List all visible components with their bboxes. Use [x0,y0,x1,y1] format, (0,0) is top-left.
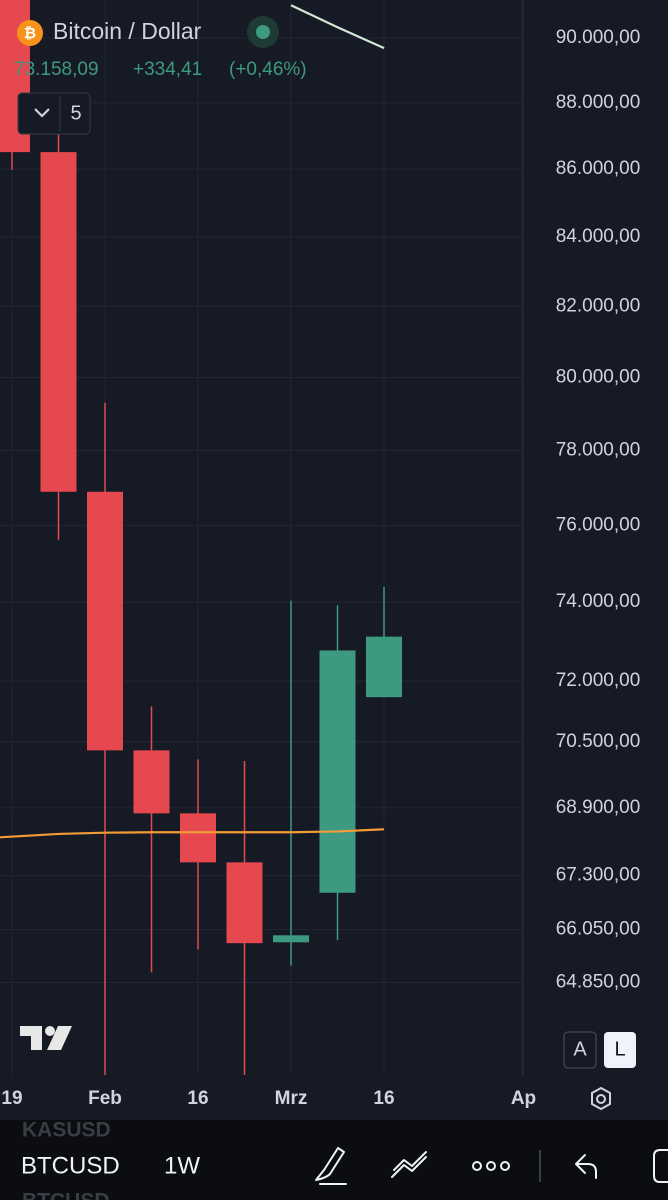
time-axis: 19 Feb 16 Mrz 16 Ap [1,1088,536,1109]
y-tick-label: 70.500,00 [556,731,641,752]
y-tick-label: 82.000,00 [556,295,641,316]
y-tick-label: 80.000,00 [556,367,641,388]
tradingview-logo [20,1026,72,1050]
symbol-name[interactable]: Bitcoin / Dollar [53,18,202,44]
x-tick-label: 19 [1,1088,22,1109]
auto-scale-label: A [573,1038,587,1060]
undo-icon[interactable] [575,1154,597,1179]
trend-tool-icon[interactable] [391,1151,427,1178]
y-tick-label: 68.900,00 [556,797,641,818]
drawing-tool-icon[interactable] [315,1147,347,1185]
indicator-line [290,4,385,50]
market-status-dot[interactable] [256,25,270,39]
candle-body [319,650,356,893]
candle-body [40,152,77,492]
y-tick-label: 86.000,00 [556,158,641,179]
last-price: 73.158,09 [14,59,99,80]
y-tick-label: 74.000,00 [556,591,641,612]
y-tick-label: 76.000,00 [556,514,641,535]
x-tick-label: Feb [88,1088,122,1109]
y-tick-label: 90.000,00 [556,27,641,48]
candle-body [366,636,402,698]
x-tick-label: Ap [511,1088,536,1109]
y-tick-label: 66.050,00 [556,919,641,940]
y-tick-label: 72.000,00 [556,670,641,691]
more-icon[interactable] [472,1161,510,1171]
toolbar [0,1120,668,1200]
candle-body [273,935,309,943]
price-change: +334,41 [133,59,202,80]
candle-body [180,813,216,863]
price-axis: 90.000,00 88.000,00 86.000,00 84.000,00 82.0… [556,27,641,992]
candle-body [133,750,170,814]
watchlist-prev-symbol[interactable]: KASUSD [22,1119,111,1142]
watchlist-next-symbol[interactable]: BTCUSD [22,1190,110,1200]
x-tick-label: 16 [373,1088,394,1109]
y-tick-label: 67.300,00 [556,865,641,886]
y-tick-label: 88.000,00 [556,92,641,113]
y-tick-label: 78.000,00 [556,439,641,460]
indicator-line [0,828,385,839]
y-tick-label: 84.000,00 [556,226,641,247]
candle-body [226,862,263,944]
chevron-icon [34,108,50,118]
candle-body [87,491,123,751]
interval-button[interactable]: 1W [164,1152,200,1179]
settings-icon[interactable] [591,1086,611,1111]
indicators-toggle[interactable] [17,92,91,135]
panel-icon[interactable] [653,1149,668,1183]
auto-scale-button[interactable] [563,1031,597,1069]
x-tick-label: 16 [187,1088,208,1109]
log-scale-label: L [614,1038,625,1060]
plot-area [0,0,402,1075]
price-change-pct: (+0,46%) [229,59,307,80]
log-scale-button[interactable] [604,1032,636,1068]
x-tick-label: Mrz [275,1088,308,1109]
symbol-button[interactable]: BTCUSD [21,1152,120,1179]
y-tick-label: 64.850,00 [556,971,641,992]
bitcoin-icon [17,20,43,46]
bitcoin-icon-glyph: ₿ [24,25,36,42]
indicators-count: 5 [70,102,81,124]
